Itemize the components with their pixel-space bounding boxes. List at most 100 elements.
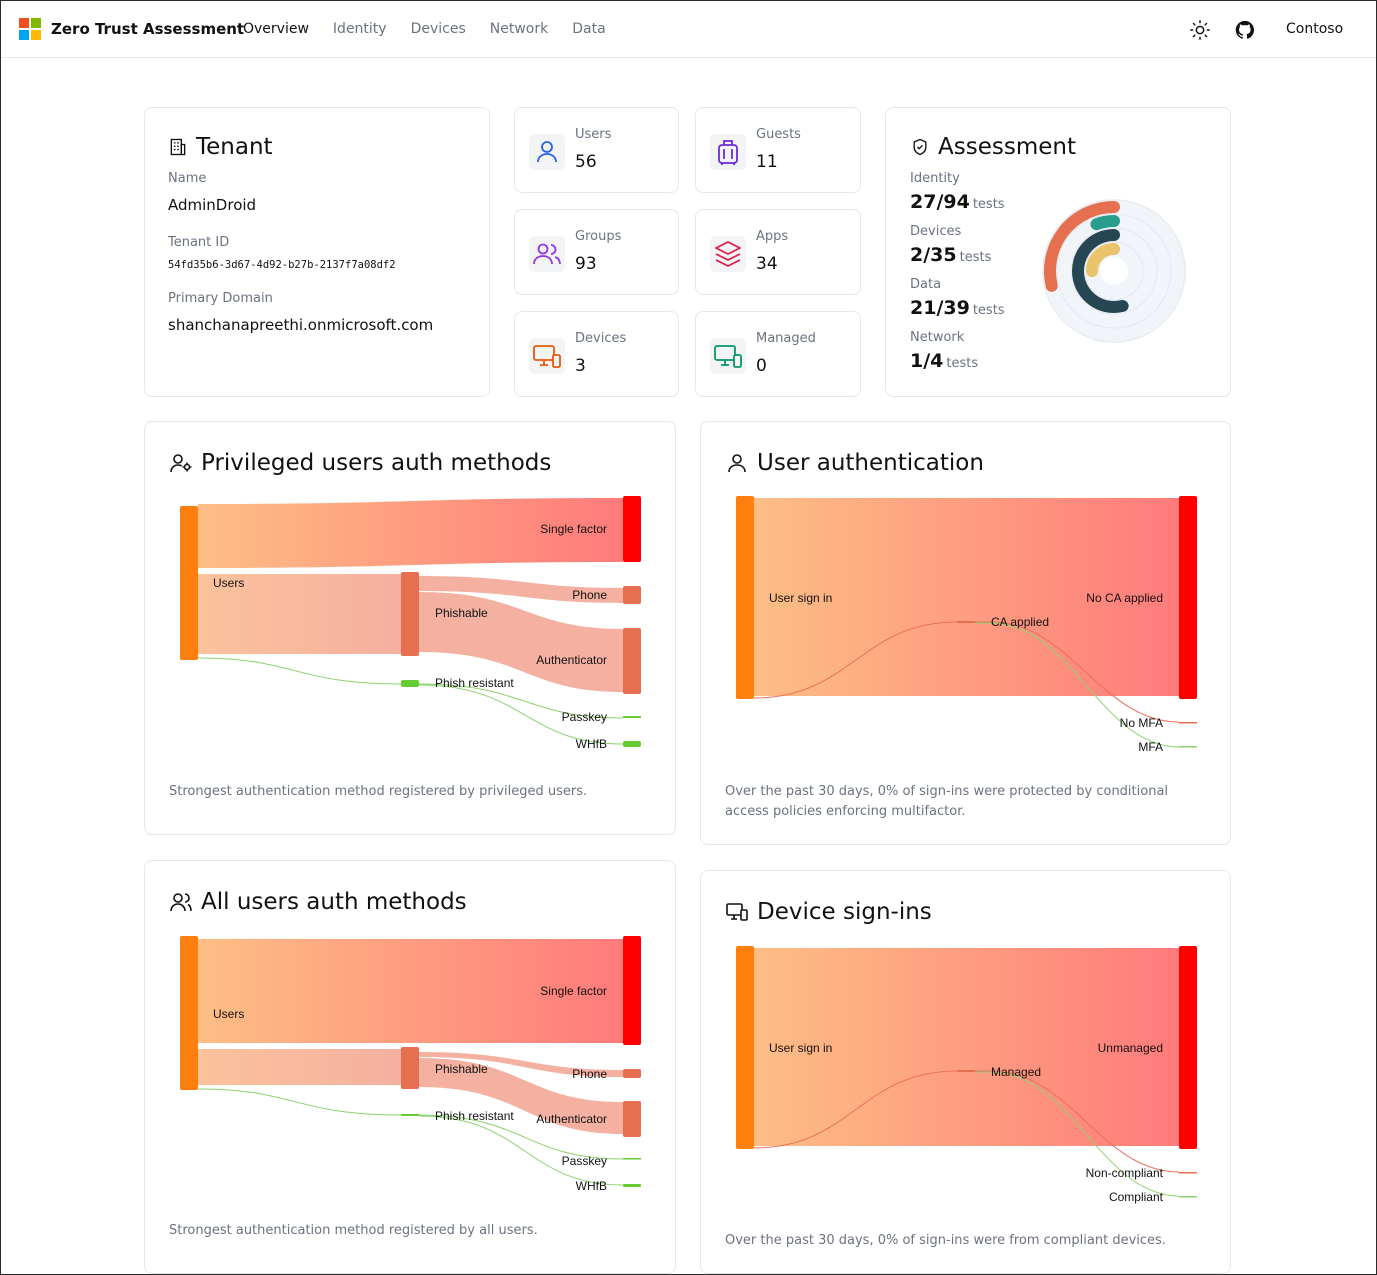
assessment-identity-value: 27/94 tests [910,191,1005,213]
node-authenticator[interactable] [623,1101,641,1137]
node-user-sign-in[interactable] [736,496,754,699]
managed-stat-value: 0 [756,356,767,376]
devices-icon [726,903,748,921]
privileged-auth-title-text: Privileged users auth methods [201,450,552,476]
devices-stat-card[interactable]: Devices 3 [514,311,679,397]
label-ca-applied: CA applied [991,615,1049,629]
theme-toggle-sun-icon[interactable] [1189,19,1211,41]
nav-data[interactable]: Data [572,21,606,37]
managed-devices-icon [710,338,746,374]
privileged-auth-sankey: Users Single factor Phishable Phone Auth… [180,496,641,751]
user-icon [529,134,565,170]
assessment-devices-label: Devices [910,224,962,239]
privileged-auth-title: Privileged users auth methods [169,450,551,476]
node-whfb[interactable] [623,741,641,747]
node-phone[interactable] [623,1069,641,1078]
node-whfb[interactable] [623,1184,641,1187]
app-title[interactable]: Zero Trust Assessment [51,20,245,38]
user-authentication-sankey: User sign in No CA applied CA applied No… [736,496,1197,754]
node-single-factor[interactable] [623,496,641,562]
github-icon[interactable] [1234,19,1256,41]
node-single-factor[interactable] [623,936,641,1045]
node-users[interactable] [180,506,198,660]
label-whfb: WHfB [576,1179,607,1193]
groups-stat-label: Groups [575,229,622,244]
flow-phish-resistant-whfb [418,1115,624,1186]
flow-ca-mfa [975,622,1180,748]
guests-stat-card[interactable]: Guests 11 [695,107,861,193]
devices-stat-value: 3 [575,356,586,376]
tenant-card: Tenant Name AdminDroid Tenant ID 54fd35b… [144,107,490,397]
all-users-auth-title: All users auth methods [169,889,467,915]
label-phishable: Phishable [435,606,488,620]
flow-signin-unmanaged [754,948,1179,1146]
node-user-sign-in[interactable] [736,946,754,1149]
label-users: Users [213,576,244,590]
nav-network[interactable]: Network [489,21,549,37]
label-phish-resistant: Phish resistant [435,1109,514,1123]
node-phishable[interactable] [401,1047,419,1089]
flow-managed-noncompliant [975,1070,1180,1173]
node-no-ca-applied[interactable] [1179,496,1197,699]
label-phishable: Phishable [435,1062,488,1076]
flow-signin-ca [753,621,958,699]
node-mfa[interactable] [1179,746,1197,748]
node-no-mfa[interactable] [1179,722,1197,724]
node-ca-applied[interactable] [957,621,975,623]
all-users-auth-card: All users auth methods Users Single fact… [144,860,676,1274]
users-icon [170,893,192,912]
node-users[interactable] [180,936,198,1090]
label-no-mfa: No MFA [1120,716,1163,730]
node-passkey[interactable] [623,1158,641,1160]
flow-phish-resistant-whfb [418,684,624,745]
users-stat-card[interactable]: Users 56 [514,107,679,193]
node-managed[interactable] [957,1070,975,1072]
label-mfa: MFA [1138,740,1163,754]
flow-signin-managed [753,1070,958,1149]
devices-icon [529,338,565,374]
node-phishable[interactable] [401,572,419,656]
assessment-title-text: Assessment [938,134,1076,160]
tenant-menu[interactable]: Contoso [1286,21,1344,37]
apps-stat-value: 34 [756,254,778,274]
managed-stat-card[interactable]: Managed 0 [695,311,861,397]
node-non-compliant[interactable] [1179,1172,1197,1174]
radial-arc-identity[interactable] [1044,201,1120,292]
flow-phishable-phone [419,576,623,603]
node-phone[interactable] [623,586,641,604]
node-phish-resistant[interactable] [401,1114,419,1116]
shield-check-icon [913,138,927,156]
node-compliant[interactable] [1179,1196,1197,1198]
nav-devices[interactable]: Devices [410,21,466,37]
assessment-network-value: 1/4 tests [910,350,979,372]
tenant-title-text: Tenant [196,134,273,160]
nav-identity[interactable]: Identity [332,21,387,37]
user-authentication-caption: Over the past 30 days, 0% of sign-ins we… [725,784,1169,819]
node-unmanaged[interactable] [1179,946,1197,1149]
flow-users-single-factor [198,498,623,568]
radial-arc-devices[interactable] [1090,215,1120,231]
node-phish-resistant[interactable] [401,680,419,687]
users-stat-label: Users [575,127,612,142]
radial-arc-network[interactable] [1086,243,1120,277]
apps-stat-card[interactable]: Apps 34 [695,209,861,295]
label-user-sign-in: User sign in [769,591,832,605]
node-passkey[interactable] [623,716,641,718]
label-single-factor: Single factor [540,522,607,536]
nav-overview[interactable]: Overview [243,21,309,37]
node-authenticator[interactable] [623,628,641,694]
flow-users-single-factor [198,939,623,1043]
managed-stat-label: Managed [756,331,816,346]
label-passkey: Passkey [562,710,607,724]
label-phone: Phone [572,588,607,602]
flow-managed-compliant [975,1071,1180,1197]
groups-stat-card[interactable]: Groups 93 [514,209,679,295]
guests-stat-value: 11 [756,152,778,172]
label-user-sign-in: User sign in [769,1041,832,1055]
radial-center [1100,257,1128,285]
radial-arc-data[interactable] [1072,229,1129,313]
luggage-icon [710,134,746,170]
flow-users-phish-resistant [197,657,402,685]
main-nav: Overview Identity Devices Network Data [243,21,606,37]
all-users-auth-caption: Strongest authentication method register… [169,1223,538,1238]
